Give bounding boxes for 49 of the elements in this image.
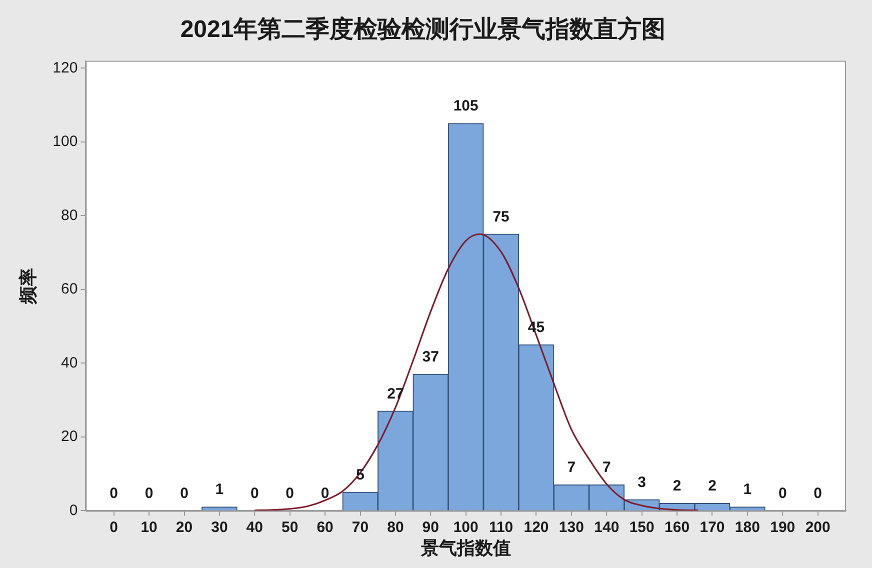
x-tick-label: 120 [524, 518, 549, 536]
x-tick-label: 70 [352, 518, 369, 536]
data-label: 75 [492, 208, 510, 226]
y-tick-label: 100 [52, 133, 78, 150]
x-tick-label: 30 [211, 518, 228, 536]
data-label: 1 [743, 481, 752, 498]
x-tick-label: 90 [422, 518, 439, 536]
data-label: 1 [215, 481, 224, 498]
data-label: 0 [778, 484, 787, 502]
data-label: 2 [672, 477, 682, 494]
x-tick-label: 170 [700, 518, 725, 536]
y-tick-label: 120 [52, 59, 78, 76]
data-label: 0 [814, 484, 822, 502]
data-label: 0 [110, 484, 118, 502]
y-axis-title: 频率 [18, 268, 38, 305]
x-tick-label: 150 [629, 518, 654, 536]
x-tick-label: 50 [282, 518, 298, 536]
x-tick-label: 80 [387, 518, 404, 536]
x-tick-label: 100 [453, 518, 478, 536]
x-tick-label: 200 [805, 518, 830, 536]
x-tick-label: 10 [140, 518, 158, 536]
x-tick-label: 130 [558, 518, 584, 536]
x-tick-label: 190 [770, 518, 796, 536]
data-label: 0 [250, 484, 259, 502]
y-tick-label: 0 [69, 502, 78, 519]
x-tick-label: 180 [734, 518, 760, 536]
x-tick-label: 20 [176, 518, 193, 536]
y-tick-label: 60 [61, 280, 78, 298]
data-label: 2 [708, 477, 716, 494]
data-label: 0 [286, 484, 294, 502]
x-tick-label: 110 [488, 518, 514, 536]
data-label: 7 [602, 459, 611, 476]
x-tick-label: 60 [316, 518, 334, 536]
chart-title: 2021年第二季度检验检测行业景气指数直方图 [180, 15, 666, 44]
data-label: 37 [422, 348, 439, 366]
data-label: 105 [453, 98, 478, 115]
data-label: 7 [567, 459, 576, 476]
x-tick-label: 0 [110, 518, 118, 536]
x-tick-label: 140 [594, 518, 620, 536]
data-label: 0 [180, 484, 188, 502]
x-tick-label: 40 [246, 518, 263, 536]
x-tick-label: 160 [664, 518, 690, 536]
y-tick-label: 20 [61, 428, 78, 446]
y-tick-label: 80 [61, 206, 78, 224]
y-tick-label: 40 [61, 354, 78, 372]
data-label: 0 [144, 484, 154, 502]
data-label: 3 [638, 474, 646, 491]
data-label: 0 [320, 484, 330, 502]
x-axis-title: 景气指数值 [420, 538, 511, 558]
